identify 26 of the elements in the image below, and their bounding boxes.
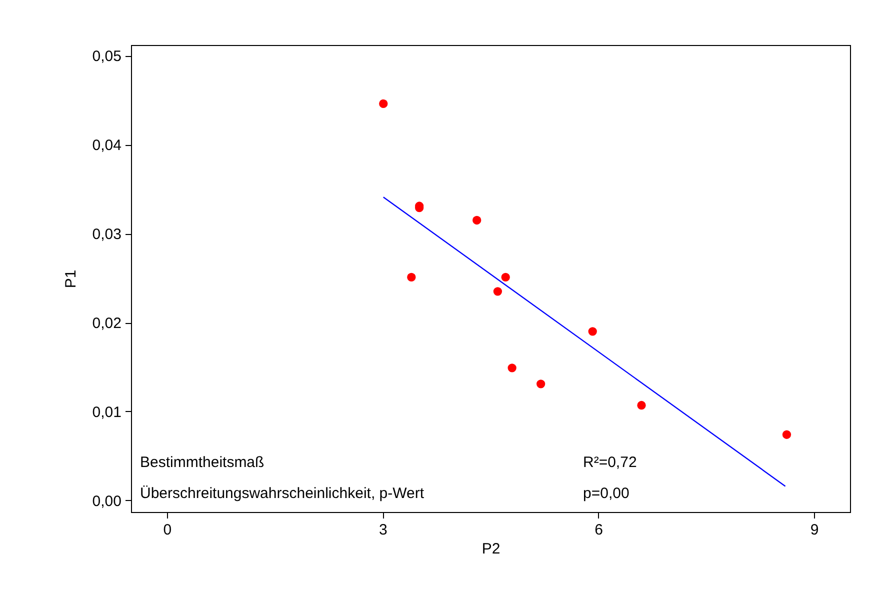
point [493,287,502,296]
point [379,99,388,108]
point [782,430,792,439]
point [588,327,597,336]
x-tick-label: 6 [594,522,604,538]
point [536,380,546,388]
annotation: Überschreitungswahrscheinlichkeit, p-Wert [140,485,425,502]
annotation: R²=0,72 [583,454,637,471]
y-tick-label: 0,02 [92,315,122,332]
annotation: Bestimmtheitsmaß [140,454,264,471]
y-tick-label: 0,05 [92,48,122,66]
point [508,364,516,372]
point [407,272,416,282]
point [472,216,482,225]
x-tick-label: 9 [810,522,819,538]
x-axis-title: P2 [482,540,500,558]
point [637,400,646,410]
x-tick-label: 0 [163,522,172,538]
y-tick-label: 0,03 [92,226,122,244]
y-tick-label: 0,00 [92,492,122,510]
y-axis-title: P1 [62,270,80,288]
annotation: p=0,00 [583,485,630,502]
y-tick-label: 0,04 [92,137,122,154]
x-tick-label: 3 [378,522,388,538]
y-tick-label: 0,01 [92,404,122,421]
point [501,272,510,282]
